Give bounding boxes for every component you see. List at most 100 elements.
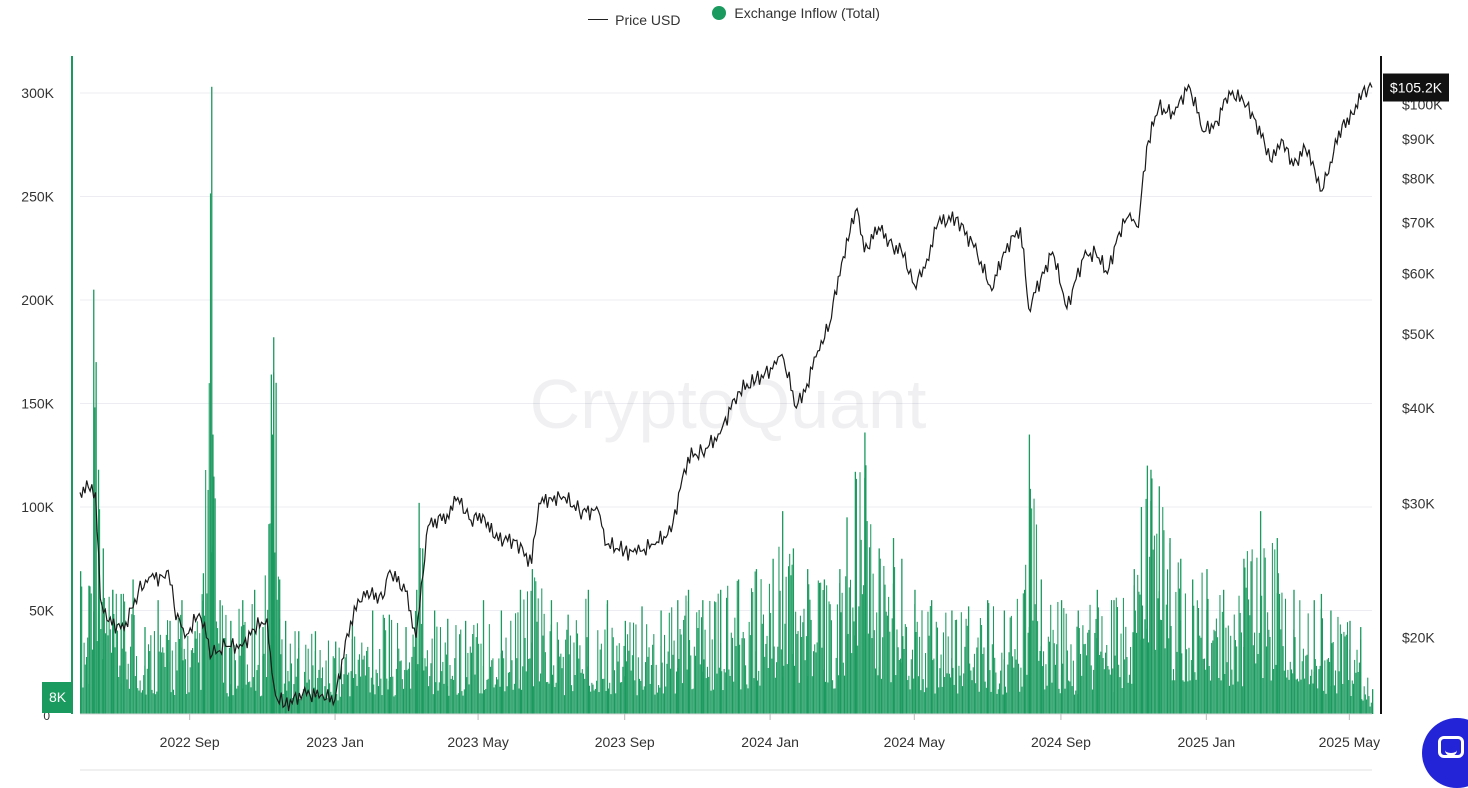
inflow-bar	[647, 656, 649, 714]
inflow-bar	[1258, 632, 1260, 714]
inflow-bar	[871, 638, 873, 714]
inflow-bar	[1047, 636, 1049, 714]
inflow-bar	[1284, 598, 1287, 714]
inflow-bar	[205, 470, 207, 714]
inflow-bar	[1342, 683, 1344, 714]
inflow-bar	[1076, 626, 1078, 714]
inflow-bar	[80, 571, 82, 714]
inflow-bar	[125, 651, 127, 714]
inflow-bar	[133, 615, 135, 714]
inflow-bar	[633, 622, 635, 714]
inflow-bar	[1325, 693, 1327, 714]
inflow-bar	[254, 589, 256, 714]
inflow-bar	[162, 647, 164, 714]
inflow-bars	[80, 86, 1374, 715]
inflow-bar	[827, 682, 829, 714]
inflow-bar	[678, 658, 680, 714]
inflow-bar	[100, 629, 102, 714]
inflow-bar	[188, 692, 190, 714]
inflow-bar	[634, 680, 636, 714]
inflow-bar	[411, 656, 413, 714]
inflow-bar	[1040, 579, 1042, 714]
inflow-bar	[460, 629, 462, 714]
inflow-bar	[703, 659, 705, 714]
inflow-bar	[147, 644, 149, 714]
inflow-bar	[228, 647, 231, 714]
inflow-bar	[1089, 604, 1091, 714]
inflow-bar	[175, 642, 177, 714]
legend-item-price[interactable]: Price USD	[588, 12, 680, 28]
inflow-bar	[330, 691, 332, 714]
inflow-bar	[146, 668, 148, 714]
inflow-bar	[932, 660, 934, 714]
inflow-bar	[1028, 434, 1031, 714]
inflow-bar	[491, 660, 493, 714]
inflow-bar	[1355, 672, 1357, 714]
inflow-bar	[759, 685, 761, 714]
inflow-bar	[793, 665, 795, 714]
inflow-bar	[269, 523, 271, 714]
inflow-bar	[1157, 598, 1159, 714]
inflow-bar	[199, 633, 201, 714]
inflow-bar	[836, 604, 838, 714]
inflow-bar	[1178, 588, 1180, 714]
inflow-bar	[556, 622, 558, 714]
inflow-bar	[896, 629, 898, 714]
inflow-bar	[1170, 625, 1172, 714]
inflow-bar	[1360, 627, 1362, 714]
inflow-bar	[593, 690, 595, 714]
inflow-bar	[922, 679, 924, 714]
inflow-bar	[219, 600, 221, 714]
inflow-bar	[885, 611, 887, 714]
inflow-bar	[1004, 686, 1006, 714]
inflow-bar	[314, 631, 317, 714]
inflow-bar	[1295, 679, 1297, 714]
inflow-bar	[1082, 625, 1084, 714]
inflow-bar	[361, 642, 363, 714]
inflow-bar	[537, 598, 539, 714]
inflow-bar	[167, 620, 169, 714]
inflow-bar	[156, 691, 158, 714]
inflow-bar	[716, 673, 718, 714]
inflow-bar	[1363, 686, 1365, 714]
inflow-bar	[1313, 600, 1315, 714]
inflow-bar	[382, 614, 384, 714]
inflow-bar	[377, 686, 380, 714]
inflow-bar	[399, 661, 401, 714]
inflow-bar	[301, 697, 303, 714]
inflow-bar	[1301, 661, 1303, 714]
inflow-bar	[387, 689, 389, 714]
inflow-bar	[672, 654, 674, 714]
x-tick-label: 2025 May	[1319, 734, 1380, 750]
inflow-bar	[1128, 674, 1130, 714]
inflow-bar	[1133, 569, 1135, 714]
inflow-bar	[730, 632, 732, 714]
legend-item-inflow[interactable]: Exchange Inflow (Total)	[712, 5, 880, 21]
inflow-bar	[1058, 688, 1060, 714]
inflow-bar	[1081, 675, 1083, 714]
inflow-bar	[870, 524, 872, 714]
inflow-bar	[611, 627, 613, 714]
x-tick-label: 2024 Sep	[1031, 734, 1091, 750]
inflow-bar	[1230, 635, 1232, 714]
inflow-bar	[1308, 684, 1310, 714]
inflow-bar	[1038, 660, 1040, 714]
inflow-bar	[580, 672, 582, 714]
inflow-bar	[674, 693, 676, 714]
inflow-bar	[947, 636, 949, 714]
inflow-bar	[1164, 648, 1166, 714]
inflow-bar	[1276, 538, 1278, 714]
inflow-bar	[355, 674, 357, 714]
inflow-bar	[351, 620, 354, 714]
inflow-bar	[960, 612, 962, 714]
inflow-bar	[640, 680, 642, 714]
inflow-bar	[1052, 629, 1054, 714]
inflow-bar	[529, 658, 531, 714]
inflow-bar	[1153, 535, 1155, 714]
inflow-bar	[1015, 659, 1017, 714]
inflow-bar	[307, 648, 309, 714]
inflow-bar	[828, 601, 830, 714]
inflow-bar	[712, 689, 714, 714]
inflow-bar	[180, 614, 182, 714]
inflow-bar	[814, 644, 816, 714]
